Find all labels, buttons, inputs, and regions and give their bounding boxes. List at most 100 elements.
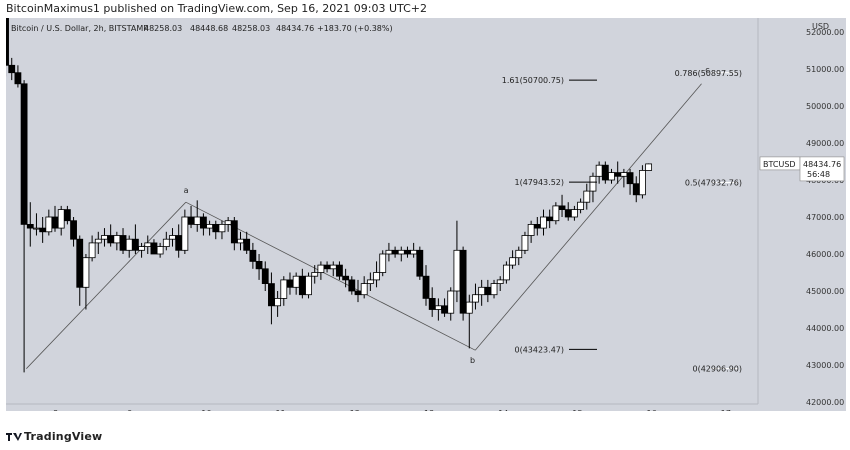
wave-c-label: c	[705, 66, 709, 75]
candle-body	[193, 216, 201, 225]
candle-body	[459, 249, 467, 314]
last-price-text: 48434.76	[803, 160, 841, 169]
candle-body	[323, 264, 331, 270]
price-chart[interactable]: 52000.0051000.0050000.0049000.0048000.00…	[6, 18, 846, 411]
symbol-badge-text: BTCUSD	[763, 160, 796, 169]
candle-body	[255, 260, 263, 270]
price-tick-label: 43000.00	[806, 361, 844, 370]
candle-body	[583, 190, 591, 203]
candle-body	[465, 301, 473, 314]
candle-body	[138, 246, 145, 251]
countdown-text: 56:48	[807, 170, 830, 179]
candle-body	[564, 209, 572, 218]
price-tick-label: 42000.00	[806, 398, 844, 407]
time-tick-label: 10	[201, 409, 211, 411]
candle-body	[373, 272, 380, 281]
candle-body	[595, 164, 603, 177]
candle-body	[614, 172, 622, 177]
wave-b-label: b	[470, 356, 475, 365]
time-tick-label: 8	[53, 409, 58, 411]
price-tick-label: 47000.00	[806, 213, 844, 222]
candle-body	[360, 283, 368, 296]
fib-level-label: 1.61(50700.75)	[502, 76, 564, 85]
candle-body	[478, 286, 486, 296]
candle-body	[113, 235, 121, 244]
candle-body	[317, 264, 325, 273]
candle-body	[447, 290, 455, 314]
chart-panel[interactable]: 52000.0051000.0050000.0049000.0048000.00…	[6, 18, 846, 411]
candle-body	[336, 264, 343, 277]
candle-body	[70, 220, 77, 240]
candle-body	[527, 223, 535, 236]
time-tick-label: 9	[127, 409, 132, 411]
candle-body	[26, 223, 34, 229]
time-tick-label: 14	[498, 409, 508, 411]
fib-level-label: 0.5(47932.76)	[685, 178, 742, 187]
candle-body	[249, 249, 257, 262]
candle-body	[540, 216, 547, 229]
candle-body	[237, 238, 244, 244]
legend-low: 48258.03	[232, 24, 270, 33]
tradingview-brand: TradingView	[24, 430, 103, 443]
trend-line[interactable]	[26, 201, 187, 369]
candle-body	[20, 83, 28, 225]
candle-body	[305, 275, 312, 296]
candle-body	[125, 238, 133, 251]
candle-body	[187, 216, 195, 225]
candle-body	[243, 238, 251, 251]
candle-body	[292, 275, 300, 288]
last-price-badge	[799, 156, 845, 182]
header-bar: BitcoinMaximus1 published on TradingView…	[0, 0, 850, 18]
candle-body	[144, 242, 152, 247]
candle-body	[632, 183, 640, 196]
time-tick-label: 15	[572, 409, 582, 411]
candle-body	[280, 279, 288, 299]
candle-body	[509, 257, 516, 266]
candle-body	[502, 264, 510, 281]
candle-body	[521, 235, 529, 251]
candle-body	[218, 223, 226, 233]
candle-body	[156, 246, 164, 255]
candle-body	[51, 216, 59, 229]
candle-body	[63, 209, 71, 222]
currency-label: USD	[812, 22, 829, 31]
candle-body	[589, 175, 597, 192]
legend-open: 48258.03	[144, 24, 182, 33]
candle-body	[224, 220, 232, 225]
published-text: BitcoinMaximus1 published on TradingView…	[6, 2, 427, 15]
price-tick-label: 52000.00	[806, 28, 844, 37]
candle-body	[366, 279, 374, 284]
candle-body	[274, 297, 282, 307]
candle-body	[261, 268, 269, 285]
candle-body	[33, 227, 40, 230]
candle-body	[342, 275, 350, 281]
price-tick-label: 50000.00	[806, 102, 844, 111]
time-tick-label: 11	[276, 409, 286, 411]
candle-body	[379, 253, 387, 273]
candle-body	[181, 216, 189, 251]
candle-body	[601, 164, 609, 181]
candle-body	[88, 242, 96, 259]
price-axis-panel[interactable]	[758, 18, 846, 411]
candle-body	[311, 272, 319, 277]
legend-symbol: Bitcoin / U.S. Dollar, 2h, BITSTAMP	[11, 24, 148, 33]
candle-body	[131, 238, 139, 251]
candle-body	[558, 205, 566, 210]
candle-body	[286, 279, 294, 288]
trend-line[interactable]	[474, 83, 702, 351]
candle-body	[608, 172, 615, 181]
tradingview-logo-icon	[6, 433, 22, 441]
legend-change: +183.70 (+0.38%)	[317, 24, 393, 33]
candle-body	[82, 257, 90, 288]
candle-body	[8, 64, 16, 74]
candle-body	[416, 249, 424, 277]
fib-level-label: 0.786(50897.55)	[675, 69, 742, 78]
candle-body	[410, 249, 418, 255]
candle-body	[298, 275, 306, 296]
time-tick-label: 13	[424, 409, 434, 411]
footer-bar: TradingView	[0, 426, 850, 448]
candle-body	[441, 305, 448, 314]
candle-body	[571, 209, 578, 218]
candle-body	[533, 223, 541, 229]
candle-body	[385, 249, 393, 255]
